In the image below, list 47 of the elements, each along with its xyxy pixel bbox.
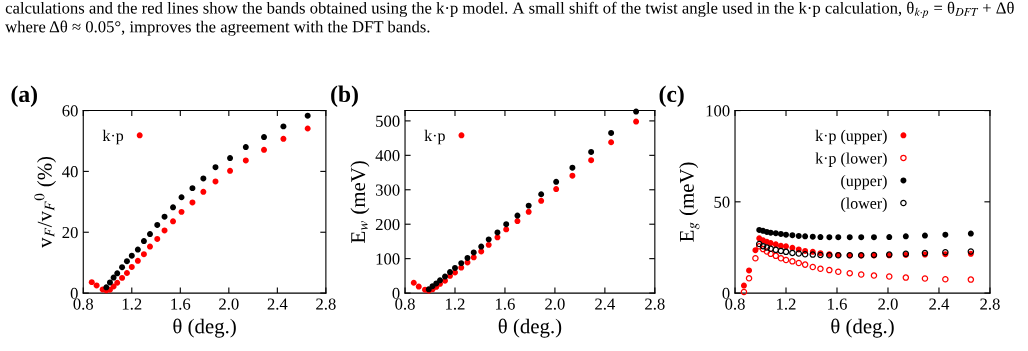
legend-label: (upper)	[841, 174, 887, 190]
legend-label: k·p (lower)	[815, 152, 887, 167]
y-tick-label: 0	[70, 287, 78, 300]
x-tick-label: 1.2	[777, 298, 796, 310]
x-tick-label: 2.8	[645, 298, 665, 310]
y-tick-label: 100	[706, 105, 730, 117]
x-tick-label: 1.6	[496, 298, 515, 310]
x-tick-label: 2.0	[219, 298, 239, 310]
x-tick-label: 2.8	[980, 298, 1000, 310]
y-tick-label: 0	[392, 287, 400, 300]
x-tick-label: 2.4	[267, 298, 288, 310]
x-axis-title: θ (deg.)	[498, 318, 562, 338]
y-axis-title: v$_{F}$/v$_{F}$$^{0}$ (%)	[34, 156, 56, 248]
y-tick-label: 50	[714, 196, 730, 208]
y-tick-label: 500	[376, 115, 400, 127]
y-tick-label: 200	[375, 218, 400, 231]
x-tick-label: 2.0	[545, 298, 565, 310]
x-tick-label: 1.6	[828, 298, 847, 310]
x-tick-label: 1.2	[446, 298, 465, 310]
chart-title: (a)	[11, 85, 37, 107]
x-tick-label: 2.0	[878, 298, 898, 310]
x-tick-label: 2.8	[316, 298, 336, 310]
x-tick-label: 0.8	[725, 298, 745, 310]
legend-label: k·p (upper)	[815, 129, 887, 145]
x-axis-title: θ (deg.)	[173, 318, 236, 338]
y-tick-label: 0	[722, 287, 730, 300]
legend-label: k·p	[424, 129, 445, 145]
x-tick-label: 1.6	[171, 298, 191, 310]
y-tick-label: 20	[62, 226, 78, 239]
x-tick-label: 1.2	[122, 298, 142, 310]
x-axis-title: θ (deg.)	[831, 318, 894, 338]
y-tick-label: 400	[375, 150, 400, 162]
chart-title: (c)	[659, 85, 684, 107]
y-axis-title: E$_{g}$ (meV)	[679, 162, 700, 242]
y-tick-label: 300	[375, 184, 400, 196]
y-tick-label: 100	[376, 253, 400, 265]
legend-label: k·p	[102, 129, 124, 145]
x-tick-label: 2.4	[929, 298, 950, 310]
chart-title: (b)	[331, 85, 358, 107]
x-tick-label: 0.8	[395, 298, 415, 310]
y-axis-title: E$_{w}$ (meV)	[350, 161, 370, 243]
x-tick-label: 2.4	[595, 298, 616, 310]
legend-label: (lower)	[841, 197, 887, 213]
text: calculations and the red lines show the bands obtained using the k·p model. A small shift of the twist angle used in the k·p calculation, θ$_{k·p}$ = θ$_{DFT}$ + Δθ where Δθ ≈ 0.05°, improves the agreement with the DFT bands.	[5, 1, 1014, 36]
x-tick-label: 0.8	[73, 298, 94, 310]
y-tick-label: 40	[62, 166, 78, 178]
y-tick-label: 60	[62, 105, 78, 117]
